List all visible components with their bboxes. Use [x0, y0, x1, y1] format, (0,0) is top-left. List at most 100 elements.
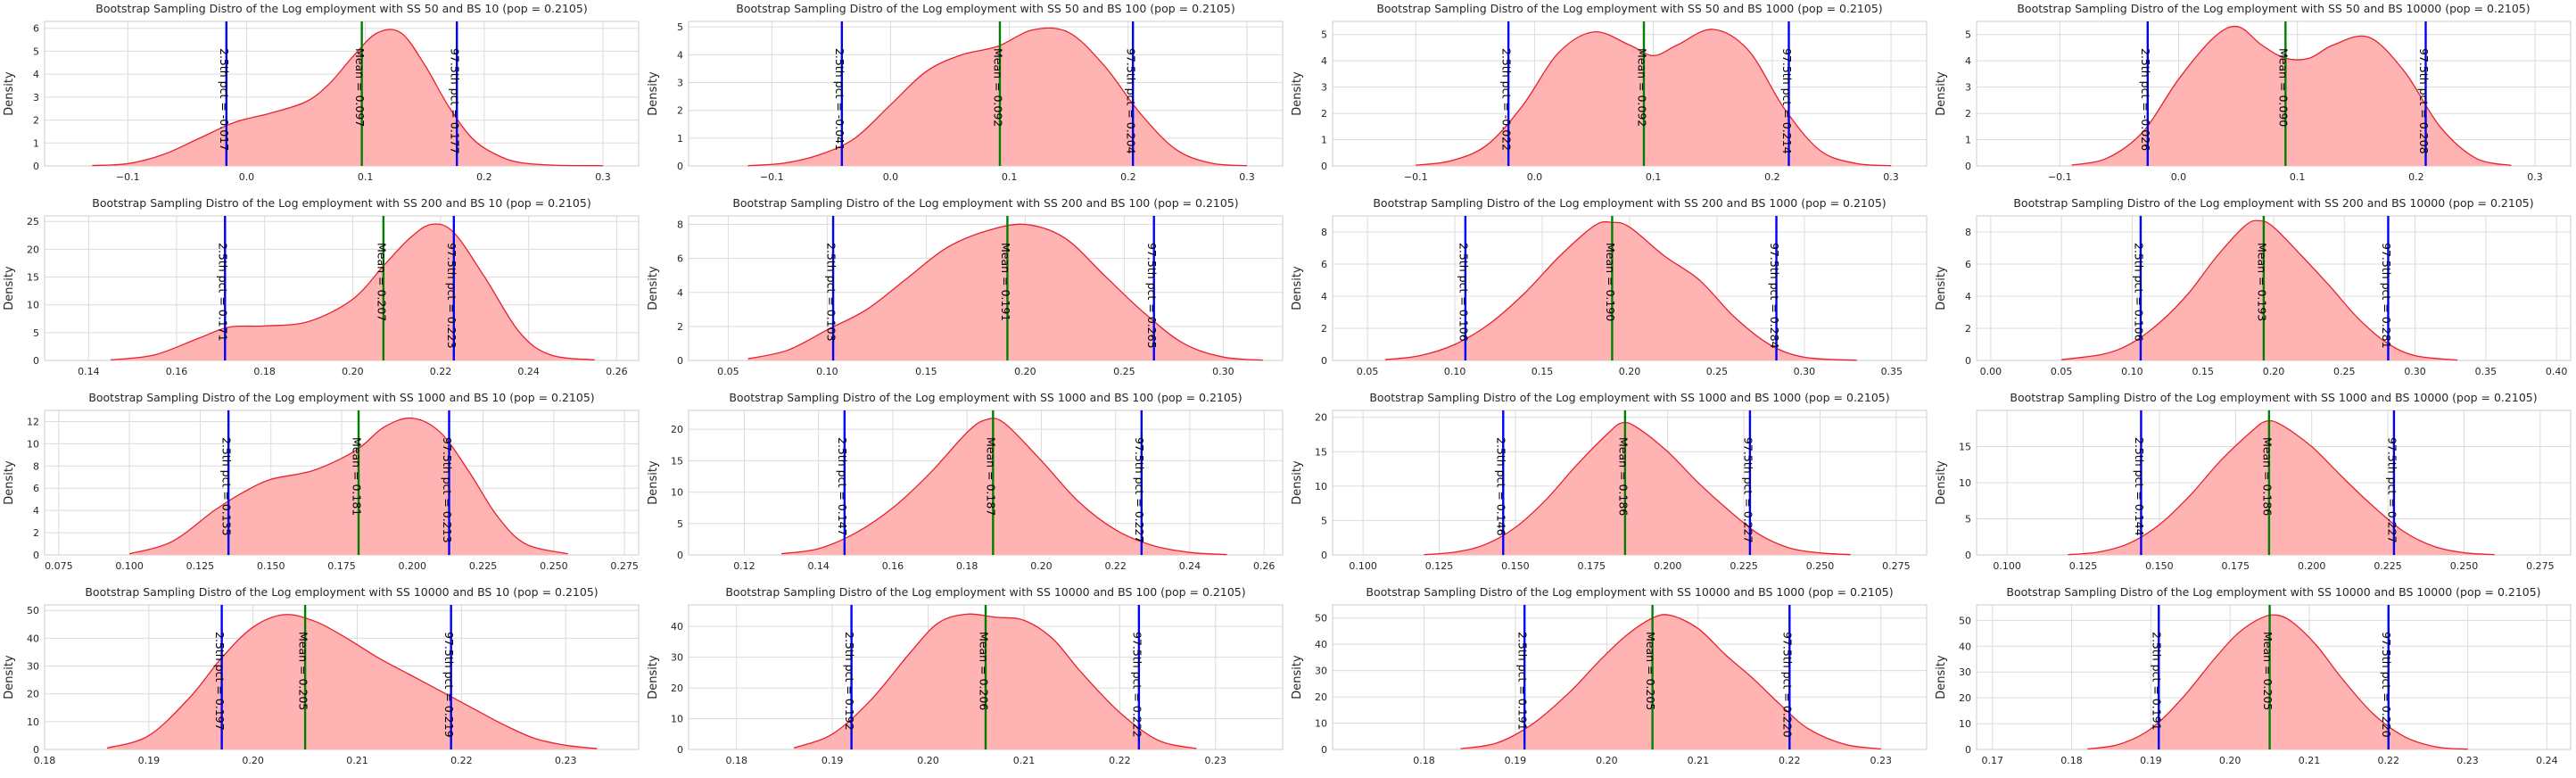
y-tick-label: 20	[671, 424, 683, 435]
density-fill	[781, 418, 1227, 555]
percentile-label: 97.5th pct = 0.222	[1130, 632, 1144, 738]
percentile-label: 2.5th pct = -0.026	[2139, 48, 2152, 151]
x-tick-label: 0.0	[2171, 171, 2187, 183]
x-tick-label: 0.15	[915, 366, 937, 377]
y-tick-label: 8	[1965, 227, 1971, 238]
x-tick-label: 0.00	[1980, 366, 2002, 377]
y-axis-label: Density	[1291, 460, 1304, 505]
x-tick-label: 0.14	[807, 560, 830, 572]
x-tick-label: 0.20	[2263, 366, 2285, 377]
y-tick-label: 20	[27, 689, 39, 700]
chart-title: Bootstrap Sampling Distro of the Log emp…	[85, 585, 598, 599]
percentile-label: 2.5th pct = -0.017	[218, 48, 231, 151]
percentile-label: 97.5th pct = 0.227	[2385, 437, 2398, 543]
density-line	[128, 417, 568, 555]
x-tick-label: 0.22	[430, 366, 452, 377]
x-tick-label: 0.18	[34, 755, 56, 766]
chart-panel: Bootstrap Sampling Distro of the Log emp…	[0, 584, 644, 778]
x-tick-label: 0.2	[476, 171, 492, 183]
y-axis-label: Density	[647, 460, 660, 505]
density-chart: Bootstrap Sampling Distro of the Log emp…	[1291, 2, 1928, 183]
mean-label: Mean = 0.207	[375, 243, 388, 321]
x-tick-label: 0.20	[917, 755, 939, 766]
y-axis-label: Density	[1291, 655, 1304, 699]
x-tick-label: 0.125	[1425, 560, 1454, 572]
density-fill	[747, 224, 1263, 360]
chart-panel: Bootstrap Sampling Distro of the Log emp…	[1932, 389, 2576, 584]
y-tick-label: 2	[1321, 323, 1327, 335]
y-tick-label: 10	[27, 716, 39, 728]
mean-label: Mean = 0.191	[999, 243, 1012, 321]
x-tick-label: 0.18	[956, 560, 978, 572]
y-tick-label: 2	[677, 321, 683, 333]
y-tick-label: 5	[677, 21, 683, 33]
y-tick-label: 40	[671, 621, 683, 633]
density-chart: Bootstrap Sampling Distro of the Log emp…	[1291, 196, 1928, 377]
y-tick-label: 0	[677, 550, 683, 561]
x-tick-label: 0.175	[2222, 560, 2250, 572]
density-chart: Bootstrap Sampling Distro of the Log emp…	[3, 2, 640, 183]
y-tick-label: 2	[1965, 108, 1971, 120]
chart-panel: Bootstrap Sampling Distro of the Log emp…	[644, 389, 1288, 584]
y-axis-label: Density	[1935, 71, 1948, 116]
mean-label: Mean = 0.097	[353, 48, 367, 127]
y-tick-label: 10	[671, 487, 683, 499]
density-chart: Bootstrap Sampling Distro of the Log emp…	[3, 391, 640, 572]
percentile-label: 97.5th pct = 0.208	[2417, 48, 2431, 154]
x-tick-label: 0.18	[725, 755, 747, 766]
y-tick-label: 20	[1315, 691, 1327, 703]
y-tick-label: 50	[1959, 615, 1971, 626]
percentile-label: 97.5th pct = 0.223	[445, 243, 458, 349]
density-fill	[1416, 29, 1892, 166]
y-tick-label: 25	[27, 216, 39, 228]
percentile-label: 97.5th pct = 0.213	[441, 437, 454, 543]
x-tick-label: 0.22	[1104, 560, 1127, 572]
x-tick-label: 0.20	[342, 366, 364, 377]
x-tick-label: 0.22	[450, 755, 473, 766]
density-chart: Bootstrap Sampling Distro of the Log emp…	[1935, 2, 2572, 183]
density-chart: Bootstrap Sampling Distro of the Log emp…	[647, 585, 1284, 766]
y-axis-label: Density	[1291, 266, 1304, 310]
x-tick-label: 0.22	[1109, 755, 1131, 766]
y-tick-label: 15	[1315, 446, 1327, 458]
y-tick-label: 0	[1965, 550, 1971, 561]
y-axis-label: Density	[3, 71, 16, 116]
chart-panel: Bootstrap Sampling Distro of the Log emp…	[1288, 0, 1932, 194]
y-tick-label: 5	[1321, 29, 1327, 41]
y-axis-label: Density	[647, 655, 660, 699]
y-axis-label: Density	[3, 655, 16, 699]
y-tick-label: 1	[33, 137, 39, 149]
x-tick-label: 0.0	[1527, 171, 1543, 183]
y-tick-label: 1	[1965, 135, 1971, 146]
x-tick-label: 0.200	[2298, 560, 2326, 572]
chart-panel: Bootstrap Sampling Distro of the Log emp…	[1288, 389, 1932, 584]
y-tick-label: 30	[671, 652, 683, 664]
y-tick-label: 2	[33, 527, 39, 539]
density-chart: Bootstrap Sampling Distro of the Log emp…	[1935, 391, 2572, 572]
x-tick-label: −0.1	[2048, 171, 2072, 183]
chart-title: Bootstrap Sampling Distro of the Log emp…	[732, 196, 1238, 210]
density-line	[2087, 614, 2468, 750]
y-tick-label: 0	[677, 355, 683, 367]
x-tick-label: 0.18	[253, 366, 276, 377]
percentile-label: 2.5th pct = 0.106	[1457, 243, 1470, 342]
percentile-label: 2.5th pct = 0.147	[836, 437, 849, 536]
x-tick-label: 0.125	[186, 560, 215, 572]
x-tick-label: 0.250	[540, 560, 568, 572]
y-tick-label: 0	[33, 161, 39, 172]
percentile-label: 2.5th pct = 0.103	[824, 243, 838, 342]
y-tick-label: 30	[1315, 666, 1327, 677]
x-tick-label: 0.19	[1505, 755, 1527, 766]
percentile-label: 2.5th pct = 0.191	[2151, 632, 2164, 731]
x-tick-label: 0.2	[1120, 171, 1136, 183]
x-tick-label: 0.0	[239, 171, 255, 183]
x-tick-label: 0.1	[358, 171, 374, 183]
y-tick-label: 0	[33, 550, 39, 561]
density-fill	[1424, 422, 1851, 555]
x-tick-label: 0.19	[822, 755, 844, 766]
x-tick-label: 0.21	[1688, 755, 1710, 766]
chart-title: Bootstrap Sampling Distro of the Log emp…	[2006, 585, 2540, 599]
x-tick-label: 0.100	[1349, 560, 1377, 572]
x-tick-label: 0.3	[1239, 171, 1255, 183]
percentile-label: 97.5th pct = 0.177	[449, 48, 462, 154]
